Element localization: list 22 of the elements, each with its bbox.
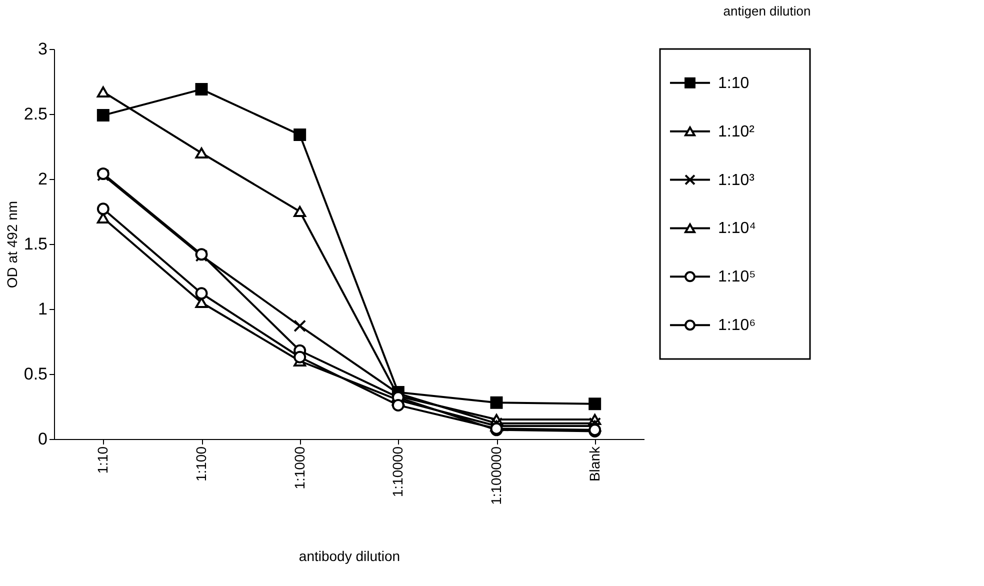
x-axis-title: antibody dilution [298,548,400,564]
y-tick-label: 2 [38,170,48,188]
x-tick-label: 1:100000 [488,446,504,505]
x-tick-label: 1:1000 [291,446,308,490]
legend-label: 1:10 [718,74,750,92]
y-tick-label: 1.5 [24,234,48,254]
legend-label: 1:10⁵ [718,268,756,286]
legend-label: 1:10² [718,123,756,140]
legend-label: 1:10³ [718,172,756,189]
x-tick-label: 1:100 [193,446,209,482]
y-tick-label: 0 [38,430,48,448]
legend-label: 1:10⁶ [718,317,756,334]
legend-label: 1:10⁴ [718,220,756,238]
y-tick-label: 3 [38,40,48,58]
y-tick-label: 2.5 [24,104,48,124]
x-tick-label: Blank [586,446,602,482]
x-tick-label: 1:10 [94,446,111,474]
legend-title: antigen dilution [723,3,811,18]
x-tick-label: 1:10000 [390,446,406,498]
y-tick-label: 0.5 [24,364,48,384]
y-axis-title: OD at 492 nm [4,200,20,288]
y-tick-label: 1 [38,300,48,318]
